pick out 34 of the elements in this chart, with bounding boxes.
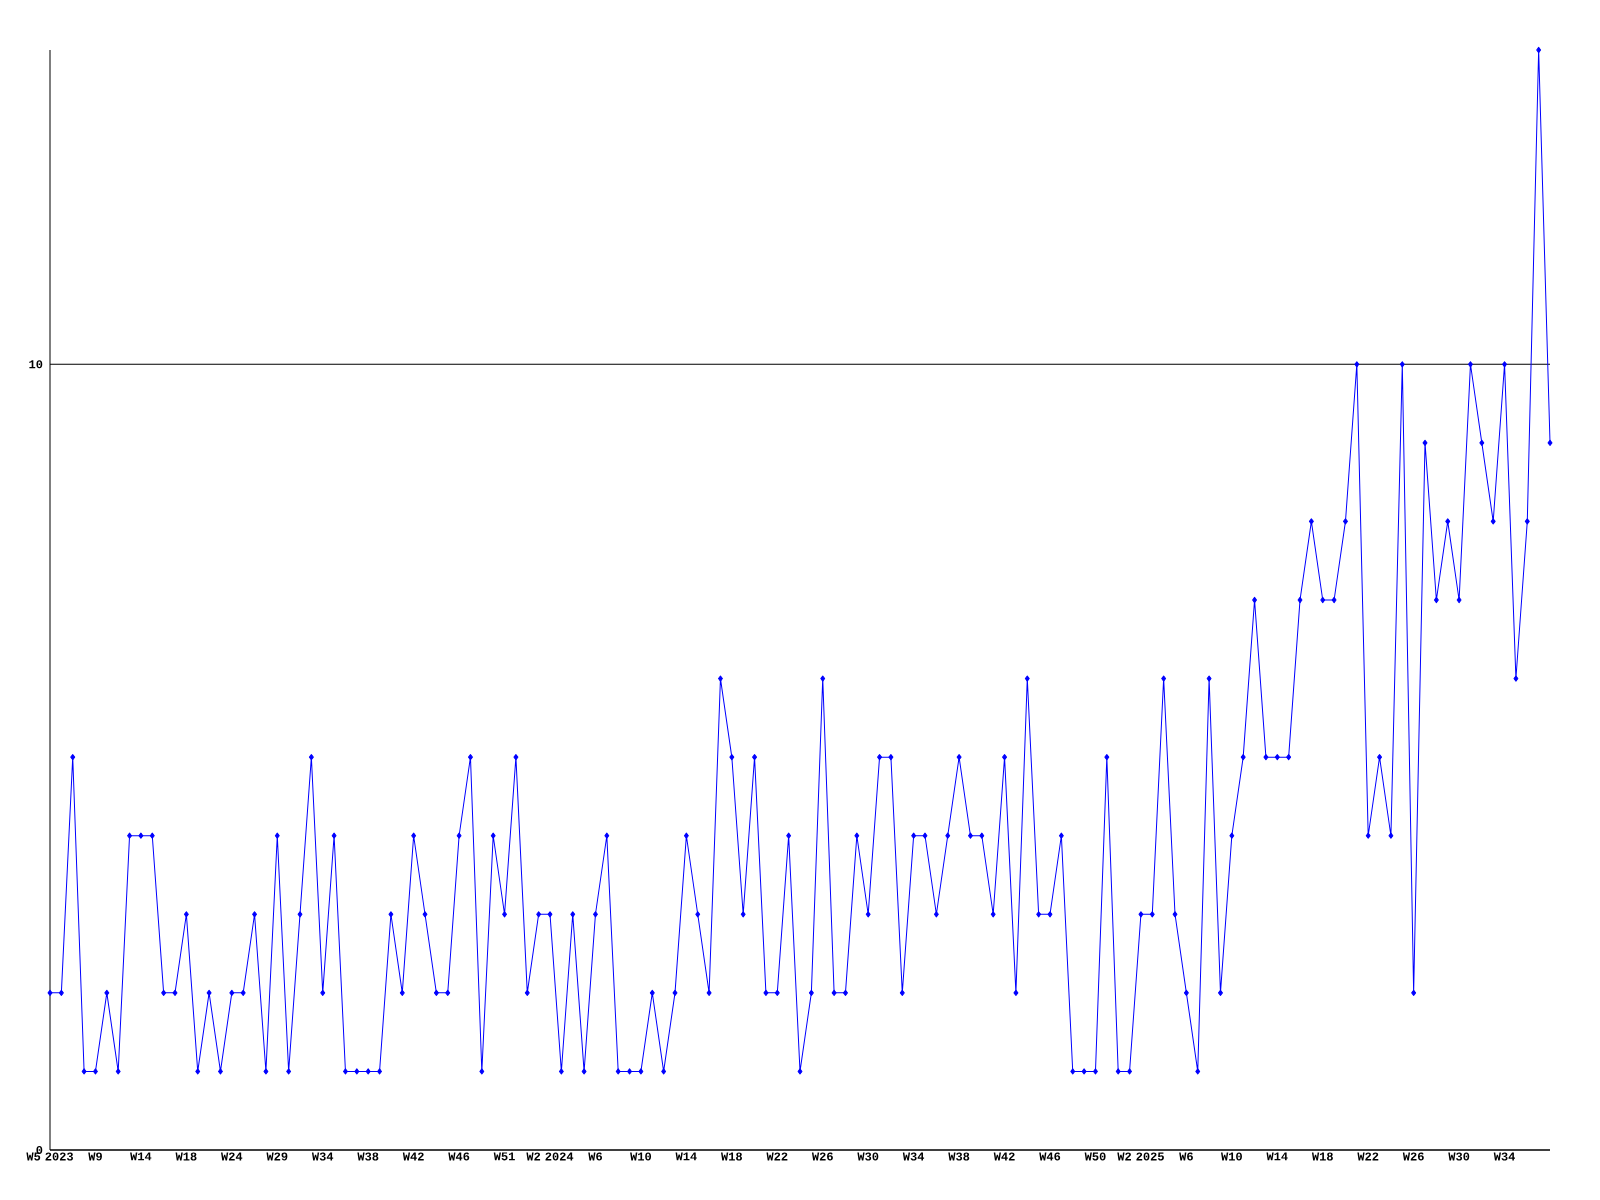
x-tick-label: W18 [1311, 1152, 1333, 1161]
x-tick-label: W46 [448, 1152, 470, 1161]
x-tick-label: W10 [1221, 1152, 1242, 1161]
x-tick-label: W26 [811, 1152, 833, 1161]
x-tick-label: W34 [1493, 1152, 1515, 1161]
x-tick-label: W9 [88, 1152, 102, 1161]
x-tick-label: W14 [130, 1152, 152, 1161]
x-tick-label: W2 2025 [1117, 1152, 1164, 1161]
y-tick-label: 10 [29, 360, 43, 369]
x-tick-label: W22 [766, 1152, 788, 1161]
x-tick-label: W34 [902, 1152, 925, 1161]
x-tick-label: W6 [1179, 1152, 1193, 1161]
x-tick-label: W22 [1357, 1152, 1379, 1161]
x-tick-label: W30 [857, 1152, 879, 1161]
x-tick-label: W10 [630, 1152, 652, 1161]
x-tick-label: W50 [1084, 1152, 1106, 1161]
x-tick-label: W26 [1402, 1152, 1424, 1161]
x-tick-label: W42 [402, 1152, 424, 1161]
x-tick-label: W29 [266, 1152, 288, 1161]
x-tick-label: W14 [1266, 1152, 1288, 1161]
x-tick-label: W46 [1039, 1152, 1061, 1161]
x-tick-label: W42 [993, 1152, 1015, 1161]
x-tick-label: W24 [221, 1152, 243, 1161]
x-tick-label: W18 [721, 1152, 742, 1161]
y-tick-label: 0 [36, 1145, 43, 1155]
x-tick-label: W30 [1448, 1152, 1470, 1161]
x-tick-label: W34 [311, 1152, 334, 1161]
x-tick-label: W18 [175, 1152, 197, 1161]
x-tick-label: W38 [948, 1152, 970, 1161]
x-tick-label: W14 [675, 1152, 697, 1161]
x-tick-label: W51 [493, 1152, 515, 1161]
x-tick-label: W6 [588, 1152, 603, 1161]
x-tick-label: W2 2024 [526, 1152, 574, 1161]
x-tick-label: W38 [357, 1152, 379, 1161]
